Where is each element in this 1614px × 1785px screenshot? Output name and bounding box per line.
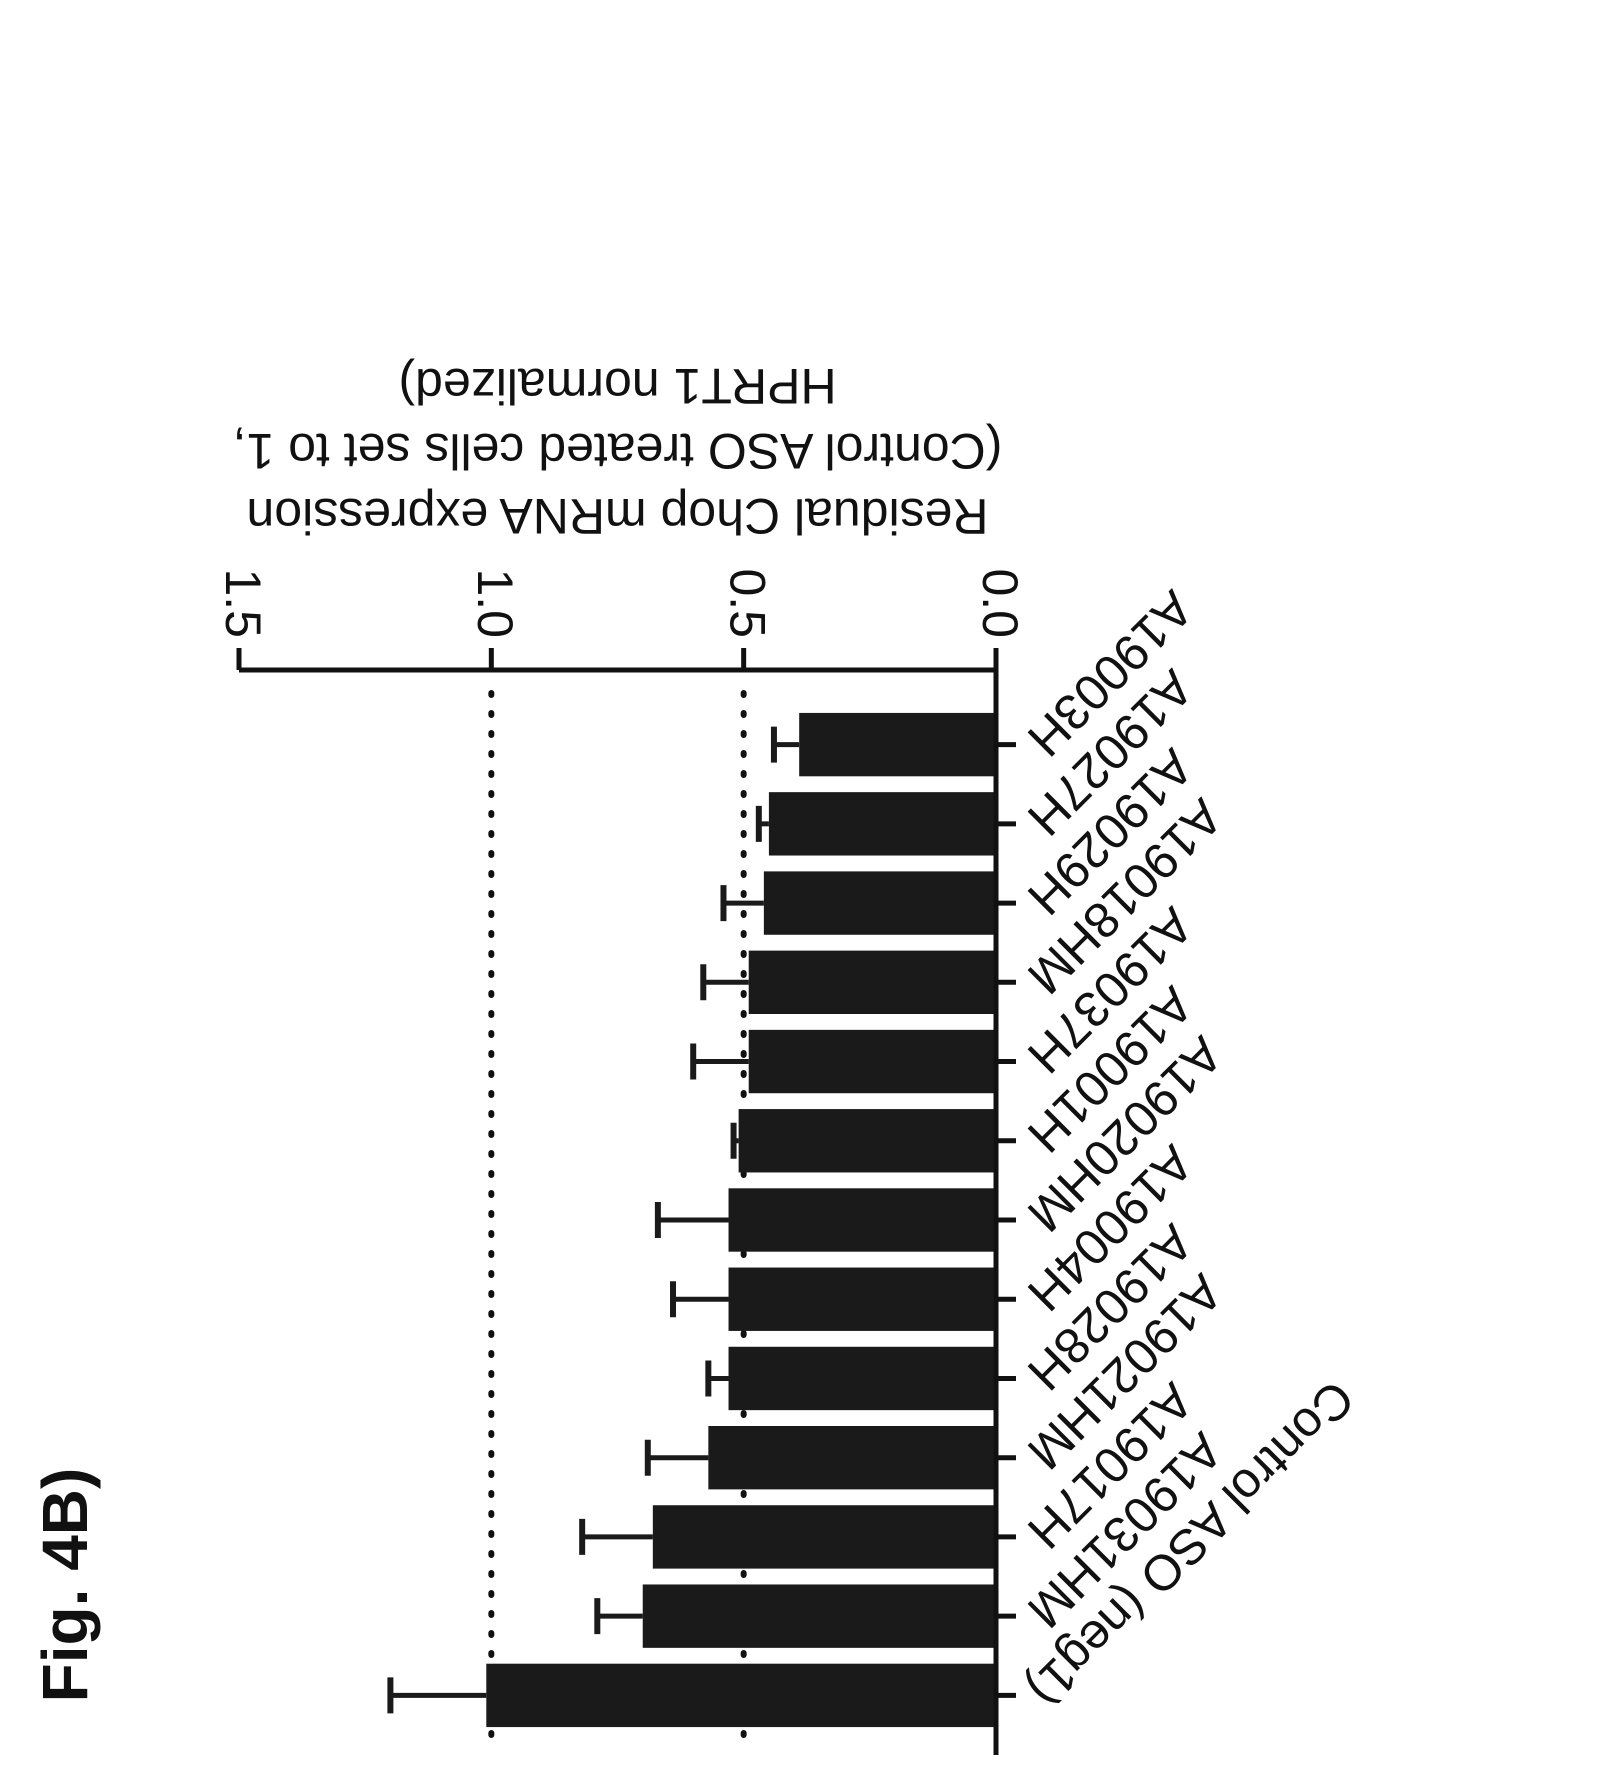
- figure-label: Fig. 4B): [29, 1468, 101, 1703]
- axes: [239, 667, 999, 1755]
- value-axis-tick-label: 1.0: [467, 568, 523, 638]
- bar: [768, 792, 996, 856]
- bar: [748, 1029, 996, 1094]
- bar: [748, 950, 996, 1014]
- bar: [652, 1505, 996, 1569]
- bar: [763, 871, 996, 935]
- value-axis-title-line-1: Residual Chop mRNA expression: [246, 488, 988, 544]
- value-axis-ticks: 0.0 0.5 1.0 1.5: [215, 568, 1028, 670]
- bars: [387, 712, 996, 1728]
- value-axis-tick-label: 1.5: [215, 568, 271, 638]
- bar: [728, 1267, 996, 1331]
- bar: [728, 1188, 996, 1252]
- bar: [738, 1109, 996, 1173]
- value-axis-tick-label: 0.0: [972, 568, 1028, 638]
- reference-lines: [488, 672, 747, 1738]
- value-axis-tick-label: 0.5: [719, 568, 775, 638]
- category-axis-labels: A19003HA19027HA19029HA19018HMA19037HA190…: [996, 580, 1365, 1718]
- bar: [642, 1584, 996, 1648]
- bar: [728, 1346, 996, 1411]
- bar: [486, 1663, 996, 1728]
- value-axis-title-line-2: (Control ASO treated cells set to 1,: [233, 423, 1003, 479]
- plot-area: 0.0 0.5 1.0 1.5 A19003HA19027HA19029HA19018…: [215, 358, 1365, 1755]
- value-axis-title-line-3: HPRT1 normalized): [398, 358, 836, 414]
- value-axis-title: Residual Chop mRNA expression (Control A…: [233, 358, 1003, 544]
- bar: [799, 712, 996, 777]
- bar: [708, 1426, 996, 1490]
